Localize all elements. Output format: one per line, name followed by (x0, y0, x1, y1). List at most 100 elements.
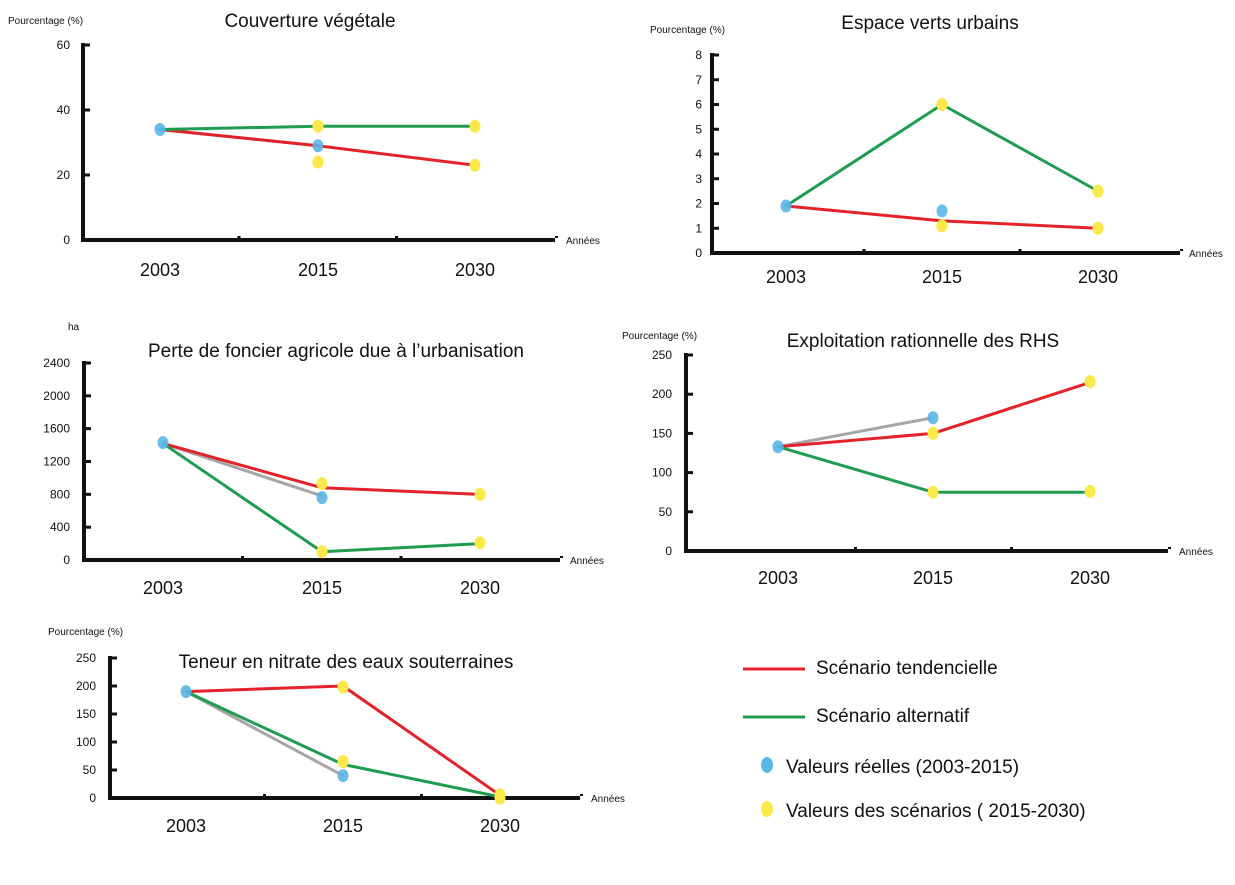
y-axis-label: Pourcentage (%) (622, 331, 697, 342)
scenario-value-point (494, 791, 506, 805)
legend-label: Scénario tendencielle (816, 658, 998, 679)
y-tick-label: 2 (695, 197, 702, 211)
x-tick-label: 2030 (455, 260, 495, 280)
legend-item-1: Scénario tendencielle (743, 658, 998, 679)
scenario-value-point (312, 119, 324, 133)
legend-dot-swatch (761, 757, 773, 773)
legend-item-4: Valeurs des scénarios ( 2015-2030) (761, 801, 1086, 822)
scenario-value-point (1084, 375, 1096, 389)
y-tick-label: 20 (57, 168, 71, 182)
y-tick-label: 2400 (43, 356, 70, 370)
x-tick-label: 2003 (166, 816, 206, 836)
real-value-point (772, 440, 784, 454)
y-tick-label: 100 (76, 735, 96, 749)
x-tick-label: 2015 (298, 260, 338, 280)
y-tick-label: 3 (695, 172, 702, 186)
x-axis-label: Années (1189, 249, 1223, 260)
x-tick-label: 2030 (480, 816, 520, 836)
y-tick-label: 400 (50, 520, 70, 534)
scenario-value-point (469, 119, 481, 133)
legend-item-3: Valeurs réelles (2003-2015) (761, 757, 1019, 778)
x-tick-label: 2003 (766, 267, 806, 287)
x-tick-label: 2015 (922, 267, 962, 287)
x-tick-label: 2015 (302, 578, 342, 598)
scenario-value-point (337, 755, 349, 769)
real-value-point (927, 411, 939, 425)
y-tick-label: 800 (50, 487, 70, 501)
x-tick-label: 2003 (143, 578, 183, 598)
scenario-value-point (469, 158, 481, 172)
series-line-alternatif (776, 445, 1092, 494)
y-axis-label: Pourcentage (%) (8, 16, 83, 27)
chart-title: Exploitation rationnelle des RHS (787, 331, 1060, 352)
x-tick-label: 2030 (460, 578, 500, 598)
chart-title: Couverture végétale (224, 11, 395, 32)
scenario-value-point (474, 487, 486, 501)
charts-layer: Couverture végétale Pourcentage (%) Années… (8, 11, 1223, 836)
y-tick-label: 5 (695, 122, 702, 136)
chart-title: Perte de foncier agricole due à l’urbani… (148, 341, 524, 362)
real-value-point (312, 139, 324, 153)
real-value-point (780, 199, 792, 213)
x-axis-label: Années (570, 556, 604, 567)
scenario-value-point (1092, 221, 1104, 235)
y-tick-label: 7 (695, 73, 702, 87)
real-value-point (936, 204, 948, 218)
y-tick-label: 200 (652, 387, 672, 401)
chart-1: Couverture végétale Pourcentage (%) Années… (8, 11, 600, 280)
real-value-point (337, 769, 349, 783)
scenario-value-point (1092, 184, 1104, 198)
legend-label: Scénario alternatif (816, 706, 970, 727)
chart-5: Teneur en nitrate des eaux souterraines P… (48, 627, 625, 836)
y-tick-label: 1200 (43, 455, 70, 469)
legend-item-2: Scénario alternatif (743, 706, 970, 727)
legend: Scénario tendencielle Scénario alternatif… (743, 658, 1086, 822)
real-value-point (180, 685, 192, 699)
y-tick-label: 0 (63, 233, 70, 247)
chart-title: Espace verts urbains (841, 13, 1018, 34)
y-axis-label: Pourcentage (%) (48, 627, 123, 638)
x-axis-label: Années (1179, 547, 1213, 558)
x-tick-label: 2003 (758, 568, 798, 588)
real-value-point (154, 123, 166, 136)
y-tick-label: 0 (89, 791, 96, 805)
x-tick-label: 2003 (140, 260, 180, 280)
chart-title: Teneur en nitrate des eaux souterraines (179, 652, 514, 673)
scenario-value-point (474, 536, 486, 550)
y-tick-label: 250 (652, 348, 672, 362)
y-tick-label: 1600 (43, 422, 70, 436)
y-tick-label: 2000 (43, 389, 70, 403)
y-tick-label: 200 (76, 679, 96, 693)
x-tick-label: 2030 (1078, 267, 1118, 287)
y-tick-label: 50 (659, 505, 673, 519)
y-tick-label: 4 (695, 147, 702, 161)
y-tick-label: 40 (57, 103, 71, 117)
real-value-point (316, 491, 328, 505)
y-tick-label: 6 (695, 98, 702, 112)
y-tick-label: 100 (652, 466, 672, 480)
y-axis-label: ha (68, 322, 80, 333)
y-axis-label: Pourcentage (%) (650, 25, 725, 36)
chart-2: Espace verts urbains Pourcentage (%) Année… (650, 13, 1223, 287)
y-tick-label: 60 (57, 38, 71, 52)
scenario-value-point (936, 98, 948, 111)
legend-label: Valeurs réelles (2003-2015) (786, 757, 1019, 778)
y-tick-label: 1 (695, 221, 702, 235)
scenario-value-point (312, 155, 324, 169)
scenario-value-point (1084, 484, 1096, 498)
series-line-reelles_line (776, 416, 935, 449)
scenario-value-point (337, 680, 349, 694)
scenario-value-point (316, 545, 328, 559)
chart-4: Exploitation rationnelle des RHS Pourcent… (622, 331, 1213, 588)
x-axis-label: Années (591, 794, 625, 805)
x-axis-label: Années (566, 236, 600, 247)
y-tick-label: 150 (652, 426, 672, 440)
y-tick-label: 50 (83, 763, 97, 777)
legend-dot-swatch (761, 801, 773, 817)
scenario-value-point (927, 485, 939, 499)
scenario-value-point (936, 219, 948, 233)
series-line-alternatif (784, 103, 1100, 208)
y-tick-label: 0 (695, 246, 702, 260)
series-line-reelles_line (184, 690, 345, 778)
